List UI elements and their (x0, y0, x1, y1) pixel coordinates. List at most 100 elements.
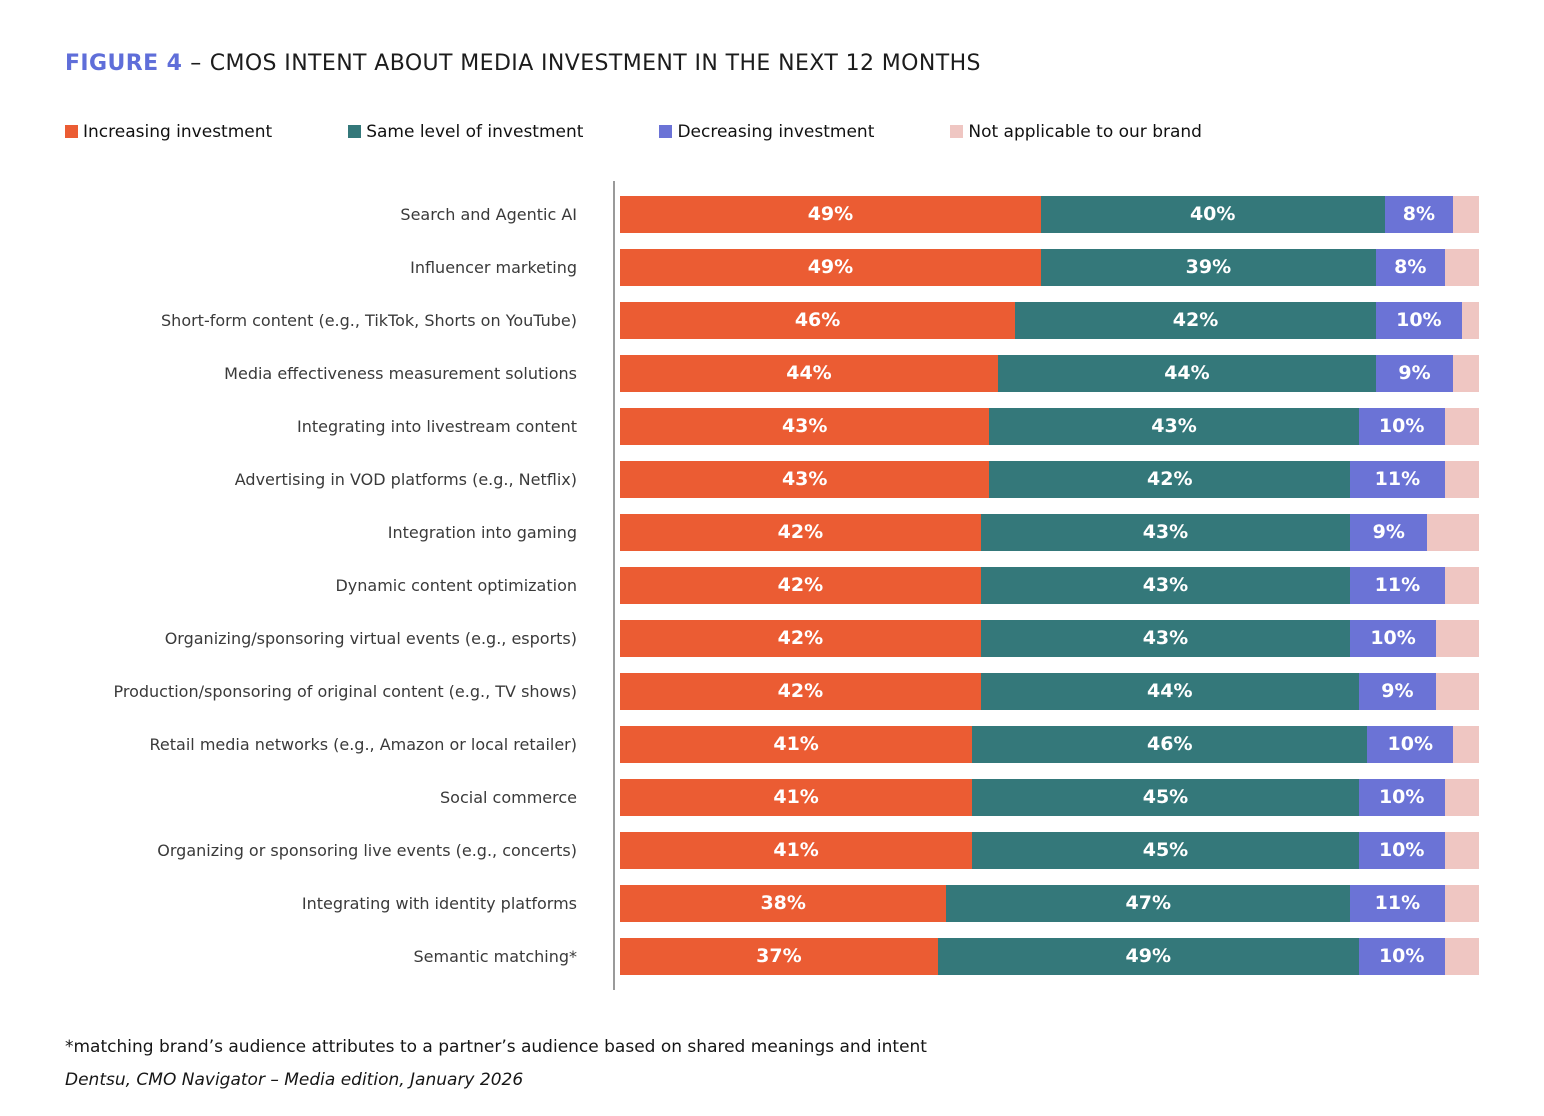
chart-row: Integration into gaming 42% 43% 9% (65, 506, 1479, 559)
bar-segment-decreasing: 8% (1375, 248, 1445, 286)
bar-segment-increasing: 43% (620, 407, 990, 445)
chart-row: Dynamic content optimization 42% 43% 11% (65, 559, 1479, 612)
chart-row: Media effectiveness measurement solution… (65, 347, 1479, 400)
chart-row: Integrating into livestream content 43% 43… (65, 400, 1479, 453)
legend-swatch-not-applicable (950, 125, 964, 139)
bar-segment-same-level: 43% (989, 407, 1359, 445)
bar-value-label: 10% (1378, 786, 1425, 809)
bar-value-label: 45% (1142, 786, 1189, 809)
chart-row: Semantic matching* 37% 49% 10% (65, 930, 1479, 983)
source-note: Dentsu, CMO Navigator – Media edition, J… (65, 1069, 524, 1090)
bar-segment-decreasing: 10% (1358, 778, 1445, 816)
bar-value-label: 42% (777, 680, 824, 703)
category-label: Integration into gaming (387, 522, 577, 542)
bar-value-label: 40% (1189, 203, 1236, 226)
bar-track: 42% 43% 9% (620, 513, 1479, 551)
bar-segment-decreasing: 11% (1350, 460, 1445, 498)
bar-segment-decreasing: 10% (1358, 937, 1445, 975)
bar-track: 44% 44% 9% (620, 354, 1479, 392)
bar-track: 49% 39% 8% (620, 248, 1479, 286)
bar-value-label: 44% (786, 362, 832, 385)
legend-item-decreasing: Decreasing investment (659, 122, 874, 142)
legend-label: Same level of investment (366, 121, 584, 142)
legend-item-same-level: Same level of investment (348, 122, 583, 142)
bar-value-label: 9% (1381, 680, 1414, 703)
legend-item-increasing: Increasing investment (65, 122, 272, 142)
title-separator: – (190, 50, 202, 76)
bar-value-label: 44% (1164, 362, 1210, 385)
bar-segment-decreasing: 9% (1358, 672, 1437, 710)
bar-track: 42% 44% 9% (620, 672, 1479, 710)
bar-value-label: 41% (773, 733, 819, 756)
figure-title: FIGURE 4– CMOS INTENT ABOUT MEDIA INVESTM… (65, 51, 1479, 76)
bar-segment-not-applicable (1444, 407, 1479, 445)
category-label: Media effectiveness measurement solution… (224, 363, 577, 383)
bar-segment-same-level: 40% (1040, 195, 1385, 233)
chart-row: Advertising in VOD platforms (e.g., Netf… (65, 453, 1479, 506)
bar-value-label: 41% (773, 839, 819, 862)
chart-row: Retail media networks (e.g., Amazon or l… (65, 718, 1479, 771)
bar-segment-same-level: 45% (972, 831, 1359, 869)
bar-value-label: 10% (1387, 733, 1433, 756)
bar-segment-increasing: 42% (620, 513, 981, 551)
bar-value-label: 9% (1398, 362, 1431, 385)
bar-segment-same-level: 44% (980, 672, 1359, 710)
category-label: Social commerce (440, 787, 577, 807)
figure-title-text: CMOS INTENT ABOUT MEDIA INVESTMENT IN TH… (209, 50, 981, 76)
bar-value-label: 42% (1147, 468, 1193, 491)
bar-segment-not-applicable (1444, 937, 1479, 975)
bar-track: 43% 43% 10% (620, 407, 1479, 445)
chart-rows: Search and Agentic AI 49% 40% 8% Influencer … (65, 188, 1479, 983)
bar-value-label: 10% (1378, 839, 1425, 862)
bar-segment-decreasing: 9% (1375, 354, 1454, 392)
bar-value-label: 38% (760, 892, 806, 915)
bar-segment-same-level: 42% (1015, 301, 1376, 339)
legend-label: Increasing investment (83, 121, 273, 142)
bar-value-label: 10% (1370, 627, 1416, 650)
bar-value-label: 43% (1151, 415, 1197, 438)
bar-segment-not-applicable (1444, 778, 1479, 816)
bar-value-label: 49% (807, 256, 854, 279)
bar-value-label: 49% (1125, 945, 1172, 968)
bar-value-label: 10% (1396, 309, 1442, 332)
y-axis-line (613, 180, 615, 990)
bar-segment-increasing: 38% (620, 884, 947, 922)
legend-label: Decreasing investment (677, 121, 875, 142)
bar-segment-not-applicable (1436, 619, 1479, 657)
bar-segment-decreasing: 8% (1384, 195, 1454, 233)
bar-segment-same-level: 43% (980, 619, 1351, 657)
bar-segment-not-applicable (1444, 460, 1479, 498)
bar-value-label: 42% (777, 521, 824, 544)
bar-segment-not-applicable (1444, 884, 1479, 922)
bar-value-label: 10% (1378, 415, 1425, 438)
legend-swatch-same-level (348, 125, 362, 139)
bar-track: 43% 42% 11% (620, 460, 1479, 498)
stacked-bar-chart: Search and Agentic AI 49% 40% 8% Influencer … (65, 180, 1479, 990)
bar-segment-same-level: 43% (980, 513, 1351, 551)
bar-segment-not-applicable (1453, 354, 1479, 392)
bar-value-label: 11% (1374, 892, 1421, 915)
category-label: Influencer marketing (410, 257, 577, 277)
bar-segment-increasing: 46% (620, 301, 1016, 339)
bar-value-label: 41% (773, 786, 819, 809)
bar-segment-not-applicable (1444, 248, 1479, 286)
bar-value-label: 11% (1374, 468, 1421, 491)
bar-value-label: 47% (1125, 892, 1171, 915)
chart-row: Social commerce 41% 45% 10% (65, 771, 1479, 824)
figure-number-label: FIGURE 4 (65, 50, 183, 76)
legend-swatch-decreasing (659, 125, 673, 139)
bar-track: 49% 40% 8% (620, 195, 1479, 233)
category-label: Integrating into livestream content (297, 416, 577, 436)
bar-segment-increasing: 41% (620, 778, 973, 816)
bar-track: 38% 47% 11% (620, 884, 1479, 922)
category-label: Short-form content (e.g., TikTok, Shorts… (161, 310, 577, 330)
bar-value-label: 46% (794, 309, 841, 332)
bar-track: 41% 45% 10% (620, 778, 1479, 816)
bar-segment-not-applicable (1453, 725, 1479, 763)
bar-segment-not-applicable (1436, 672, 1479, 710)
bar-value-label: 43% (1142, 521, 1189, 544)
bar-segment-increasing: 41% (620, 831, 973, 869)
category-label: Integrating with identity platforms (301, 893, 577, 913)
bar-segment-decreasing: 10% (1375, 301, 1462, 339)
bar-value-label: 46% (1147, 733, 1193, 756)
